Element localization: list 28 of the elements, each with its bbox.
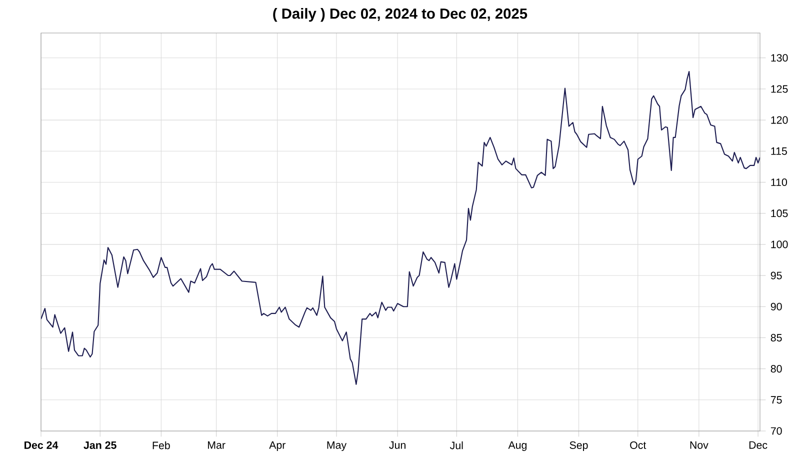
y-tick-label: 130 <box>771 54 788 62</box>
x-tick-label: Sep <box>570 441 588 452</box>
y-tick-label: 80 <box>770 365 782 373</box>
x-tick-label: Mar <box>208 441 226 449</box>
x-tick-label: Dec <box>749 441 768 449</box>
x-tick-label: Aug <box>508 441 527 451</box>
y-tick-label: 70 <box>770 427 782 435</box>
y-tick-label: 85 <box>770 334 782 342</box>
y-tick-label: 105 <box>771 210 788 218</box>
x-tick-label: May <box>327 441 347 451</box>
x-tick-label: Feb <box>152 441 170 450</box>
y-tick-label: 75 <box>770 396 782 404</box>
x-tick-label: Jul <box>450 441 463 450</box>
y-tick-label: 100 <box>771 240 788 248</box>
y-tick-label: 90 <box>770 302 782 310</box>
y-tick-label: 95 <box>770 272 782 280</box>
y-tick-label: 115 <box>771 147 787 155</box>
y-tick-label: 125 <box>771 85 788 93</box>
x-tick-label: Apr <box>269 441 286 451</box>
x-tick-label: Dec 24 <box>24 441 58 449</box>
chart-title: ( Daily ) Dec 02, 2024 to Dec 02, 2025 <box>273 8 528 22</box>
x-tick-label: Nov <box>690 441 708 449</box>
x-tick-label: Jan 25 <box>84 441 116 449</box>
x-tick-label: Jun <box>389 441 406 449</box>
x-tick-label: Oct <box>630 441 646 449</box>
y-tick-label: 120 <box>771 116 788 124</box>
line-series <box>41 71 760 385</box>
y-tick-label: 110 <box>771 178 787 186</box>
